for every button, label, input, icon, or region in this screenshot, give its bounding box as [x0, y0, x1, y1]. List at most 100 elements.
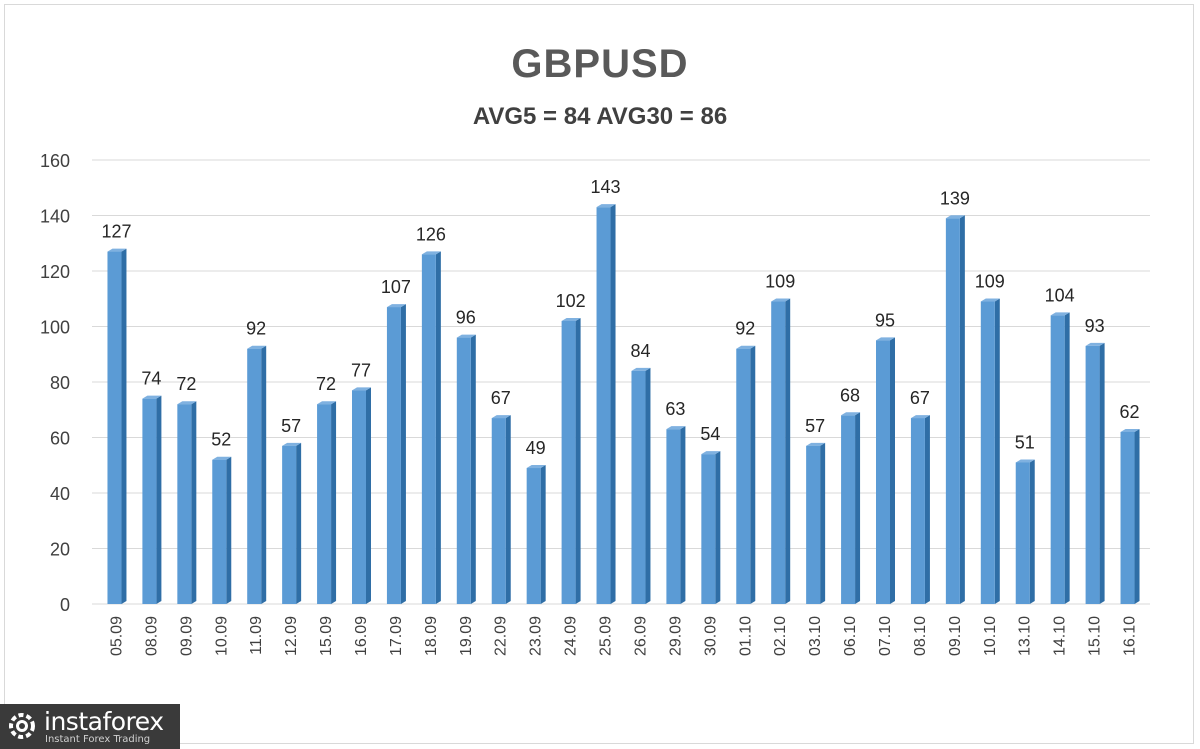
- bar-side: [924, 415, 930, 604]
- bar: [945, 218, 960, 604]
- x-tick-label: 16.10: [1122, 616, 1139, 656]
- bar-top: [526, 465, 546, 469]
- bar-side: [959, 215, 965, 604]
- bar-top: [177, 401, 197, 405]
- bar-top: [596, 204, 616, 208]
- data-label: 77: [351, 360, 371, 380]
- bar-side: [261, 345, 267, 604]
- bar: [631, 370, 646, 604]
- bar-top: [841, 412, 861, 416]
- bar: [806, 445, 821, 604]
- y-tick-label: 160: [40, 151, 70, 171]
- bar: [1050, 315, 1065, 604]
- data-label: 63: [665, 399, 685, 419]
- x-tick-label: 14.10: [1052, 616, 1069, 656]
- bar-top: [631, 367, 651, 371]
- bar-top: [386, 304, 406, 308]
- data-label: 95: [875, 310, 895, 330]
- data-label: 52: [211, 430, 231, 450]
- x-tick-label: 02.10: [772, 616, 789, 656]
- bar-side: [191, 401, 197, 604]
- bar: [1085, 345, 1100, 604]
- bar: [317, 404, 332, 604]
- x-tick-label: 15.09: [318, 616, 335, 656]
- x-tick-label: 12.09: [283, 616, 300, 656]
- bar-top: [1050, 312, 1070, 316]
- bar-side: [1064, 312, 1070, 604]
- bar-side: [1099, 342, 1105, 604]
- data-label: 84: [630, 341, 650, 361]
- bar: [980, 301, 995, 604]
- logo-tagline: Instant Forex Trading: [45, 734, 151, 745]
- data-label: 127: [101, 222, 131, 242]
- bar-top: [282, 442, 302, 446]
- data-label: 54: [700, 424, 720, 444]
- data-label: 93: [1085, 316, 1105, 336]
- bar-side: [680, 426, 686, 604]
- bar: [491, 418, 506, 604]
- bar: [736, 348, 751, 604]
- bar: [1120, 431, 1135, 604]
- x-tick-label: 09.10: [947, 616, 964, 656]
- x-tick-label: 01.10: [737, 616, 754, 656]
- bar-side: [994, 298, 1000, 604]
- bar: [352, 390, 366, 604]
- bar-top: [666, 426, 686, 430]
- bar-side: [890, 337, 895, 604]
- bar: [666, 429, 681, 604]
- bar: [142, 398, 157, 604]
- bar-side: [610, 204, 616, 605]
- bar-side: [1029, 459, 1035, 604]
- bar-top: [701, 451, 721, 455]
- y-tick-label: 60: [50, 429, 70, 449]
- x-tick-label: 03.10: [807, 616, 824, 656]
- bar-top: [142, 395, 162, 399]
- bar-top: [771, 298, 791, 302]
- bar-top: [491, 415, 511, 419]
- x-tick-label: 05.09: [108, 616, 125, 656]
- bar-side: [1134, 428, 1140, 604]
- y-tick-label: 80: [50, 373, 70, 393]
- bar: [876, 340, 890, 604]
- bar: [421, 254, 436, 604]
- data-label: 57: [805, 416, 825, 436]
- bar-side: [296, 442, 302, 604]
- x-tick-label: 09.09: [178, 616, 195, 656]
- bar: [247, 348, 262, 604]
- x-tick-label: 10.09: [213, 616, 230, 656]
- bar: [841, 415, 856, 604]
- bar: [107, 251, 122, 604]
- bar-top: [806, 442, 826, 446]
- x-tick-label: 23.09: [528, 616, 545, 656]
- bar-top: [247, 345, 267, 349]
- bar-top: [736, 345, 756, 349]
- bar-side: [226, 456, 232, 604]
- bar: [456, 337, 471, 604]
- data-label: 67: [491, 388, 511, 408]
- data-label: 139: [940, 188, 970, 208]
- x-tick-label: 15.10: [1087, 616, 1104, 656]
- bar-side: [121, 248, 127, 604]
- logo-name: instaforex: [44, 707, 164, 736]
- bar-top: [945, 215, 965, 219]
- bar-top: [107, 248, 127, 252]
- bar-side: [855, 412, 861, 604]
- bar-side: [750, 345, 756, 604]
- data-label: 72: [316, 374, 336, 394]
- bar-side: [331, 401, 337, 604]
- bar: [282, 445, 297, 604]
- bar-side: [785, 298, 791, 604]
- data-label: 49: [526, 438, 546, 458]
- x-tick-label: 11.09: [248, 616, 265, 655]
- bar-top: [456, 334, 476, 338]
- instaforex-logo: instaforex Instant Forex Trading: [0, 704, 180, 749]
- x-tick-label: 25.09: [598, 616, 615, 656]
- data-label: 68: [840, 385, 860, 405]
- x-tick-label: 07.10: [877, 616, 894, 656]
- bar-side: [435, 251, 441, 604]
- bar-side: [366, 387, 371, 604]
- y-tick-label: 40: [50, 484, 70, 504]
- x-tick-label: 29.09: [667, 616, 684, 656]
- gear-icon: [9, 713, 35, 739]
- data-label: 143: [591, 177, 621, 197]
